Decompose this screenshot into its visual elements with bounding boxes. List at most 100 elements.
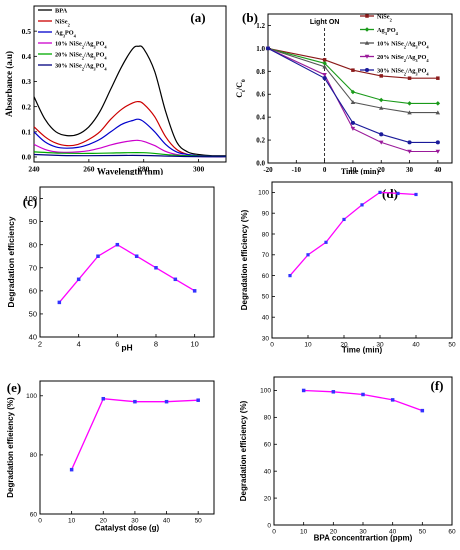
point-4-4 [407, 140, 412, 145]
point-2-5 [435, 110, 441, 115]
y-tick-label: 40 [262, 314, 270, 321]
plot-frame [39, 186, 215, 338]
y-tick-label: 80 [29, 240, 37, 249]
series-line-2 [267, 47, 438, 114]
x-axis-label: pH [121, 343, 132, 353]
legend-entry: 10% NiSe2/Ag3PO4 [377, 41, 429, 50]
data-point [331, 390, 336, 394]
y-tick-label: 70 [29, 263, 37, 272]
data-point [360, 203, 364, 207]
series-line-0 [267, 47, 438, 79]
x-tick-label: 20 [378, 166, 386, 174]
data-point [301, 388, 306, 393]
panel-label: (c) [23, 194, 37, 209]
series-line-0 [289, 191, 417, 277]
legend-marker [365, 14, 369, 18]
x-tick-label: 60 [448, 529, 456, 536]
x-tick-label: 50 [419, 529, 427, 536]
y-axis-label: Degradation efficiency [6, 216, 16, 307]
data-point [396, 191, 400, 196]
x-axis-label: Wavelength (nm) [97, 167, 163, 176]
point-4-3 [379, 132, 384, 137]
x-axis-label: BPA concentrartion (ppm) [314, 534, 413, 543]
point-2-2 [350, 100, 356, 105]
x-tick-label: 2 [38, 340, 42, 349]
y-tick-label: 0.2 [22, 102, 32, 111]
series-line-0 [33, 45, 227, 157]
point-2-1 [322, 64, 327, 69]
point-1-3 [378, 97, 384, 103]
plot-frame [33, 5, 227, 163]
legend-entry: Ag3PO4 [55, 30, 77, 39]
point-0-2 [351, 68, 355, 72]
x-tick-label: 30 [406, 166, 414, 174]
y-tick-label: 100 [260, 388, 271, 395]
data-point [378, 190, 382, 194]
panel-label: (b) [242, 10, 258, 25]
point-4-2 [350, 120, 355, 125]
x-tick-label: 6 [115, 340, 119, 349]
x-tick-label: 40 [434, 166, 442, 174]
y-axis-label: Ct/C0 [235, 79, 247, 98]
x-tick-label: 260 [83, 165, 95, 174]
data-point [101, 396, 106, 401]
y-tick-label: 60 [264, 442, 272, 449]
x-tick-label: 10 [68, 518, 76, 525]
y-tick-label: 80 [30, 452, 38, 459]
data-point [324, 240, 328, 244]
y-axis-label: Degradation effieiency (%) [6, 397, 15, 498]
y-tick-label: 100 [26, 393, 37, 400]
y-tick-label: 60 [30, 511, 38, 518]
data-point [76, 277, 81, 282]
point-3-1 [322, 72, 327, 77]
plot-frame [39, 380, 215, 515]
x-tick-label: 0 [272, 529, 276, 536]
series-line-3 [267, 47, 438, 153]
x-tick-label: 20 [340, 342, 348, 349]
point-1-5 [435, 101, 441, 106]
legend-marker [364, 67, 370, 73]
y-tick-label: 40 [29, 333, 37, 342]
y-tick-label: 90 [262, 210, 270, 217]
x-tick-label: 0 [323, 166, 327, 174]
x-tick-label: 0 [38, 518, 42, 525]
point-1-1 [322, 61, 327, 66]
data-point [57, 300, 62, 305]
data-point [134, 254, 139, 258]
x-tick-label: 30 [376, 342, 384, 349]
y-tick-label: 0.6 [256, 91, 265, 99]
x-tick-label: 20 [100, 518, 108, 525]
x-tick-label: 0 [270, 342, 274, 349]
point-4-0 [265, 46, 271, 51]
data-point [115, 242, 120, 247]
data-point [342, 217, 346, 222]
y-tick-label: 50 [29, 310, 37, 319]
plot-frame [271, 181, 453, 339]
annotation-light-on: Light ON [310, 19, 340, 26]
data-point [154, 266, 158, 270]
x-tick-label: 10 [190, 340, 198, 349]
y-tick-label: 0.0 [256, 159, 265, 167]
point-0-4 [407, 76, 412, 80]
y-tick-label: 100 [258, 190, 269, 197]
series-line-0 [58, 243, 196, 303]
y-tick-label: 90 [29, 217, 37, 226]
x-tick-label: 4 [77, 340, 81, 349]
series-line-2 [33, 118, 227, 157]
legend-entry: 30% NiSe2/Ag3PO4 [55, 63, 107, 72]
y-tick-label: 1.2 [256, 22, 265, 30]
x-tick-label: 50 [448, 342, 456, 349]
y-tick-label: 100 [24, 194, 37, 203]
data-point [420, 408, 425, 413]
y-axis-label: Absorbance (a.u) [4, 51, 14, 117]
data-point [69, 467, 74, 472]
point-0-5 [436, 76, 440, 80]
chart-a: 240 260 280 300 0.0 0.1 0.2 0.3 0.4 0.5 Wavelength… [4, 5, 227, 176]
y-tick-label: 20 [264, 495, 272, 502]
legend-entry: NiSe2 [377, 14, 393, 23]
panel-label: (a) [190, 10, 205, 25]
y-tick-label: 40 [264, 468, 272, 475]
chart-b: -20 -10 0 10 20 30 40 0.0 0.2 0.4 0.6 0.8 1.0 1.2 Time… [235, 10, 453, 175]
y-tick-label: 0.4 [256, 114, 265, 122]
